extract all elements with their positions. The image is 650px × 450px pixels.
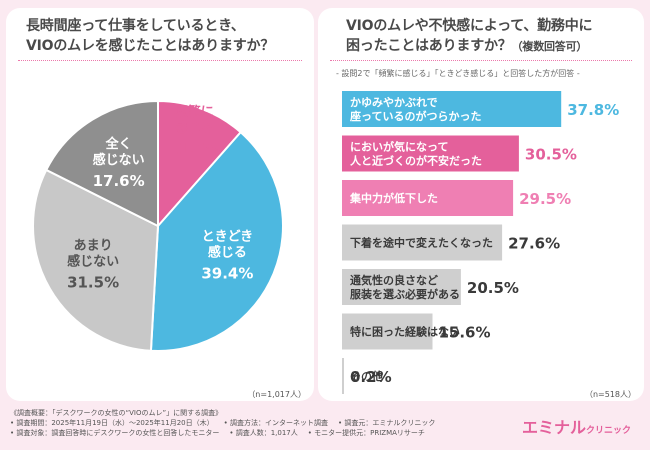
pie-label-line: 感じる	[175, 120, 214, 136]
survey-footer: 《調査概要：「デスクワークの女性の“VIOのムレ”」に関する調査》 • 調査期間…	[10, 408, 435, 438]
pie-label-line: 感じない	[67, 254, 119, 270]
bar-2	[342, 180, 514, 216]
left-panel: 長時間座って仕事をしているとき、 VIOのムレを感じたことはありますか？ 頻繁に…	[6, 8, 314, 401]
pie-slice-2	[32, 168, 160, 352]
bar-5	[342, 313, 433, 350]
pie-value: 31.5%	[67, 274, 119, 292]
bar-label-2: 集中力が低下した	[349, 191, 438, 205]
bar-value-2: 29.5%	[519, 190, 571, 208]
pie-slice-1	[149, 130, 284, 352]
footer-row-2: • 調査期間：2025年11月19日（水）〜2025年11月20日（木） • 調査…	[10, 419, 436, 427]
pie-label-line: 全く	[105, 136, 132, 152]
footer-row-3: • 調査対象：調査回答時にデスクワークの女性と回答したモニター • 調査人数：1,…	[10, 429, 425, 437]
pie-label-line: 感じない	[93, 152, 145, 168]
bar-label-1: においが気になって	[350, 140, 448, 154]
bar-label-0: かゆみやかぶれで	[350, 96, 438, 109]
bar-value-3: 27.6%	[508, 235, 560, 253]
pie-label-line: 頻繁に	[175, 104, 214, 120]
bar-3	[342, 224, 503, 261]
bar-0	[342, 91, 562, 127]
pie-value: 39.4%	[201, 264, 253, 282]
pie-label-line: あまり	[74, 239, 113, 254]
pie-label-0: 頻繁に感じる 11.5%	[168, 104, 220, 158]
bar-label-4: 通気性の良さなど	[350, 273, 438, 287]
pie-label-1: ときどき感じる 39.4%	[201, 229, 253, 282]
left-question-title: 長時間座って仕事をしているとき、 VIOのムレを感じたことはありますか？	[26, 18, 275, 54]
pie-label-line: 感じる	[208, 244, 247, 260]
bar-label-5: 特に困った経験はない	[350, 325, 460, 339]
pie-slice-0	[157, 99, 243, 229]
bar-value-1: 30.5%	[525, 146, 577, 164]
clinic-logo: エミナルクリニック	[522, 418, 632, 437]
right-panel: VIOのムレや不快感によって、勤務中に 困ったことはありますか？（複数回答可） …	[318, 8, 644, 401]
right-sample-size: （n=518人）	[584, 390, 636, 399]
bar-value-0: 37.8%	[567, 101, 619, 119]
left-title-divider	[18, 60, 302, 61]
bar-label-1: 人と近づくのが不安だった	[350, 154, 482, 168]
pie-label-line: ときどき	[202, 229, 254, 244]
bar-6	[342, 358, 344, 394]
bar-value-6: 0.2%	[350, 368, 392, 386]
bar-label-3: 下着を途中で変えたくなった	[350, 236, 493, 250]
left-sample-size: （n=1,017人）	[247, 390, 306, 399]
bar-value-4: 20.5%	[467, 279, 519, 297]
bar-value-5: 15.6%	[438, 324, 490, 342]
pie-value: 17.6%	[93, 172, 145, 190]
right-title-divider	[330, 60, 632, 61]
pie-slice-3	[44, 99, 159, 228]
respondent-note: - 設問2で「頻繁に感じる」「ときどき感じる」と回答した方が回答 -	[336, 69, 580, 78]
bar-1	[342, 135, 519, 172]
pie-value: 11.5%	[168, 140, 220, 158]
bar-label-0: 座っているのがつらかった	[349, 109, 481, 123]
footer-summary: 《調査概要：「デスクワークの女性の“VIOのムレ”」に関する調査》	[10, 409, 223, 417]
right-question-title: VIOのムレや不快感によって、勤務中に 困ったことはありますか？（複数回答可）	[346, 18, 593, 54]
bar-label-4: 服装を選ぶ必要がある	[350, 287, 460, 301]
pie-chart: 頻繁に感じる11.5%ときどき感じる39.4%あまり感じない31.5%全く感じな…	[32, 99, 284, 352]
bar-label-6: その他	[350, 369, 383, 383]
bar-4	[342, 269, 461, 305]
